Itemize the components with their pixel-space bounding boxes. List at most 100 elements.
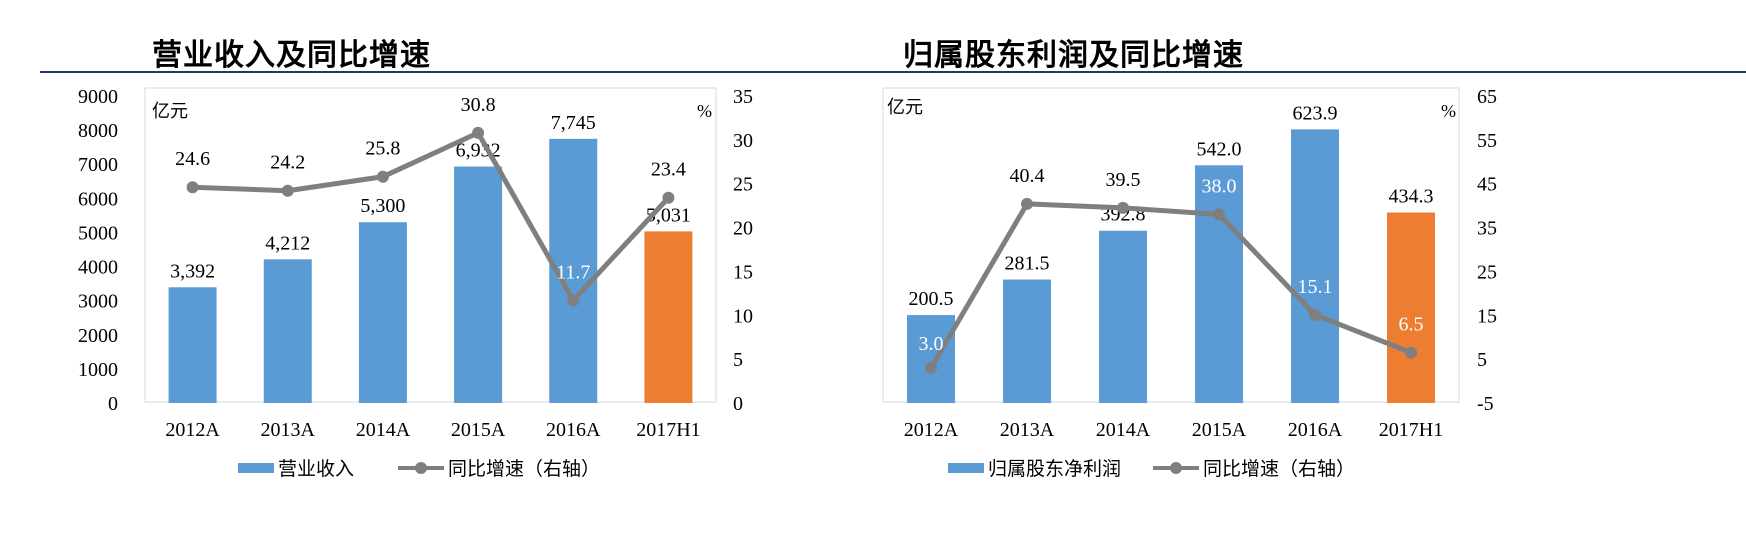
bar	[358, 222, 407, 403]
y-tick-label: 5000	[78, 222, 118, 244]
legend-line-label: 同比增速（右轴）	[1203, 458, 1355, 480]
y2-tick-label: 25	[1477, 261, 1497, 283]
bar	[1387, 212, 1435, 403]
profit-chart-panel: 归属股东利润及同比增速 0100200300400500600700-55152…	[873, 0, 1746, 546]
bar-value-label: 434.3	[1389, 186, 1434, 208]
x-tick-label: 2017H1	[636, 419, 700, 441]
line-value-label: 6.5	[1399, 314, 1424, 336]
line-point	[1117, 201, 1129, 214]
y2-tick-label: -5	[1477, 393, 1494, 415]
y2-tick-label: 15	[1477, 305, 1497, 327]
line-value-label: 39.5	[1106, 169, 1141, 191]
line-point	[1213, 208, 1225, 221]
x-tick-label: 2013A	[261, 419, 316, 441]
y-tick-label: 3000	[78, 291, 118, 313]
plot-frame	[144, 87, 717, 403]
legend-line-marker	[415, 462, 427, 474]
y2-tick-label: 45	[1477, 174, 1497, 196]
y-tick-label: 2000	[78, 325, 118, 347]
x-tick-label: 2012A	[165, 419, 220, 441]
bar-value-label: 7,745	[551, 112, 596, 134]
line-value-label: 24.6	[175, 148, 210, 170]
legend-line-label: 同比增速（右轴）	[448, 458, 600, 480]
y-tick-label: 9000	[78, 86, 118, 108]
bar-value-label: 200.5	[909, 288, 954, 310]
line-value-label: 11.7	[556, 261, 590, 283]
x-tick-label: 2015A	[1192, 419, 1247, 441]
line-value-label: 24.2	[270, 152, 305, 174]
line-point	[1309, 308, 1321, 321]
bar	[644, 231, 693, 403]
y2-tick-label: 35	[733, 86, 753, 108]
bar-value-label: 4,212	[265, 232, 310, 254]
y2-unit-label: %	[1441, 101, 1456, 121]
bar-value-label: 623.9	[1293, 102, 1338, 124]
x-tick-label: 2016A	[546, 419, 601, 441]
line-point	[567, 294, 580, 307]
bar	[1195, 165, 1243, 403]
y2-unit-label: %	[697, 101, 712, 121]
line-point	[472, 126, 485, 139]
y-tick-label: 1000	[78, 359, 118, 381]
y2-tick-label: 0	[733, 393, 743, 415]
x-tick-label: 2013A	[1000, 419, 1055, 441]
bar	[907, 315, 955, 403]
line-point	[1021, 197, 1033, 210]
bar	[454, 166, 503, 403]
line-series	[192, 130, 671, 303]
line-point	[1405, 346, 1417, 359]
legend-line-marker	[1170, 462, 1182, 474]
chart-title: 营业收入及同比增速	[152, 38, 431, 73]
line-value-label: 30.8	[461, 94, 496, 116]
legend-bar-swatch	[948, 463, 984, 473]
y2-tick-label: 5	[733, 349, 743, 371]
chart-title: 归属股东利润及同比增速	[903, 38, 1244, 73]
y2-tick-label: 10	[733, 305, 753, 327]
revenue-chart: 0 1000 2000 3000 4000 5000 6000 7000 8000 9000 0 5 1…	[40, 71, 873, 480]
line-value-label: 23.4	[651, 159, 686, 181]
y2-tick-label: 25	[733, 174, 753, 196]
x-tick-label: 2015A	[451, 419, 506, 441]
line-point	[281, 184, 294, 197]
bar-value-label: 5,300	[360, 195, 405, 217]
line-series	[928, 201, 1412, 370]
line-point	[376, 170, 389, 183]
bar-value-label: 281.5	[1005, 253, 1050, 275]
y-tick-label: 6000	[78, 188, 118, 210]
profit-chart: 0100200300400500600700-55152535455565亿元%…	[873, 71, 1746, 480]
bar	[1291, 129, 1339, 403]
y2-tick-label: 55	[1477, 130, 1497, 152]
line-value-label: 15.1	[1298, 276, 1333, 298]
revenue-chart-panel: 营业收入及同比增速 0 1000 2000 3000 4000 5000 6000 7000 8…	[40, 38, 873, 480]
bar-value-label: 542.0	[1197, 138, 1242, 160]
legend-bar-label: 营业收入	[278, 458, 354, 480]
x-tick-label: 2014A	[1096, 419, 1151, 441]
line-point	[186, 181, 199, 194]
line-point	[925, 361, 937, 374]
line-value-label: 38.0	[1202, 175, 1237, 197]
y2-tick-label: 5	[1477, 349, 1487, 371]
line-value-label: 40.4	[1010, 165, 1045, 187]
plot-frame	[882, 87, 1460, 403]
y-tick-label: 7000	[78, 154, 118, 176]
legend-bar-swatch	[238, 463, 274, 473]
line-point	[662, 191, 675, 204]
y-tick-label: 8000	[78, 120, 118, 142]
y-tick-label: 4000	[78, 257, 118, 279]
bar	[1003, 279, 1051, 403]
legend-bar-label: 归属股东净利润	[988, 458, 1121, 480]
y2-tick-label: 35	[1477, 218, 1497, 240]
y2-tick-label: 15	[733, 261, 753, 283]
y-unit-label: 亿元	[887, 97, 923, 117]
line-value-label: 25.8	[365, 138, 400, 160]
x-tick-label: 2014A	[356, 419, 411, 441]
bar-value-label: 3,392	[170, 260, 215, 282]
y-tick-label: 0	[108, 393, 118, 415]
bar	[263, 259, 312, 403]
y2-tick-label: 30	[733, 130, 753, 152]
line-value-label: 3.0	[919, 333, 944, 355]
x-tick-label: 2017H1	[1379, 419, 1443, 441]
y-unit-label: 亿元	[152, 101, 188, 121]
y2-tick-label: 20	[733, 218, 753, 240]
y2-tick-label: 65	[1477, 86, 1497, 108]
